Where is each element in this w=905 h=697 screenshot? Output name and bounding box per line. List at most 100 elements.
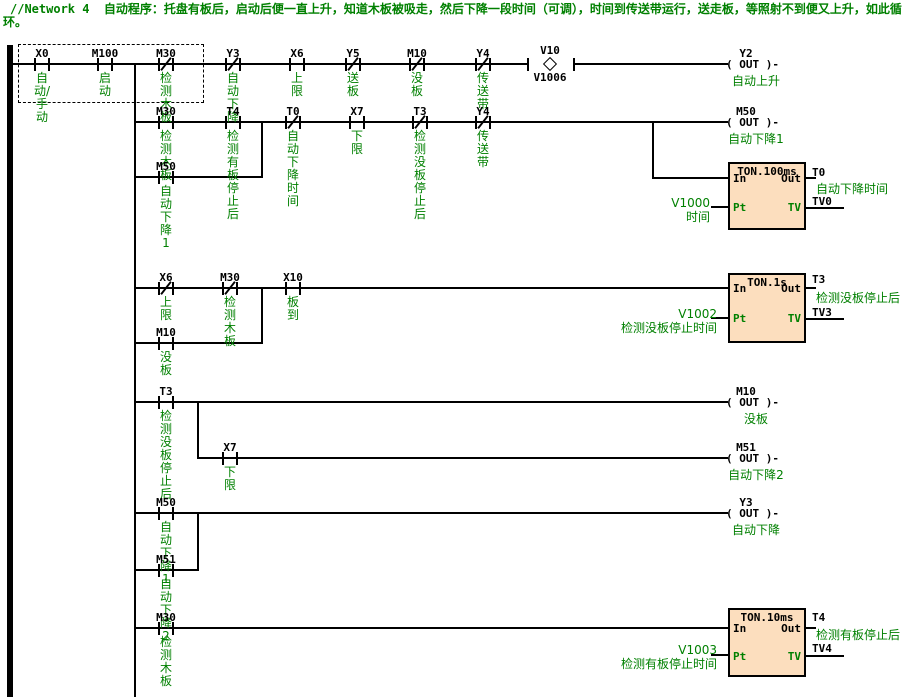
contact-address: T0 xyxy=(286,105,300,118)
contact-address: M30 xyxy=(156,105,176,118)
contact-bar xyxy=(172,337,174,350)
contact-bar xyxy=(285,116,287,129)
wire-rung5-branch xyxy=(135,569,198,571)
contact-bar xyxy=(158,507,160,520)
contact-comment: 没板 xyxy=(410,71,424,98)
timer1-pt-source-comment: 时间 xyxy=(685,210,710,224)
contact-bar xyxy=(363,116,365,129)
contact-address: Y5 xyxy=(346,47,360,60)
contact-bar xyxy=(172,564,174,577)
contact-comment: 自动/手动 xyxy=(33,71,51,124)
coil-comment: 自动下降2 xyxy=(728,468,784,482)
contact-address: M51 xyxy=(156,553,176,566)
contact-comment: 下限 xyxy=(350,129,364,156)
contact-address: M30 xyxy=(156,611,176,624)
timer-block-t0[interactable]: TON.100ms In Out Pt TV xyxy=(728,162,806,230)
contact-address: M10 xyxy=(156,326,176,339)
timer-title: TON.1s xyxy=(747,276,787,289)
contact-bar xyxy=(158,58,160,71)
wire-junction-rung5 xyxy=(197,512,199,571)
contact-bar xyxy=(423,58,425,71)
contact-bar xyxy=(172,282,174,295)
wire-timer1-in xyxy=(653,177,728,179)
contact-bar xyxy=(236,282,238,295)
timer1-tv-dest: TV0 xyxy=(812,195,832,208)
wire-timer3-tv xyxy=(806,655,844,657)
contact-bar xyxy=(158,337,160,350)
coil-comment: 没板 xyxy=(743,412,769,426)
contact-bar xyxy=(172,116,174,129)
wire-junction-rung4 xyxy=(197,401,199,459)
coil-symbol: ( OUT )- xyxy=(726,507,779,520)
wire-rung1-b xyxy=(574,63,728,65)
contact-bar xyxy=(359,58,361,71)
wire-rung4-branch xyxy=(198,457,728,459)
coil-address: M50 xyxy=(736,105,756,118)
contact-address: X10 xyxy=(283,271,303,284)
timer1-pt-source: V1000 xyxy=(671,196,710,210)
wire-timer1-pt xyxy=(711,206,728,208)
timer-block-t3[interactable]: TON.1s In Out Pt TV xyxy=(728,273,806,343)
contact-address: M50 xyxy=(156,496,176,509)
contact-bar xyxy=(222,282,224,295)
contact-bar xyxy=(158,171,160,184)
timer-in-pin: In xyxy=(733,172,747,185)
contact-bar xyxy=(97,58,99,71)
timer3-pt-source-comment: 检测有板停止时间 xyxy=(620,657,717,671)
contact-comment: 自动下降2 xyxy=(159,577,173,643)
timer-title: TON.100ms xyxy=(737,165,797,178)
contact-bar xyxy=(412,116,414,129)
contact-bar xyxy=(158,622,160,635)
contact-bar xyxy=(285,282,287,295)
contact-bar xyxy=(172,622,174,635)
contact-bar xyxy=(303,58,305,71)
timer-pt-pin: Pt xyxy=(733,650,747,663)
contact-comment: 检测木板 xyxy=(159,71,173,124)
contact-bar xyxy=(172,171,174,184)
timer1-out-dest: T0 xyxy=(812,166,826,179)
timer-out-pin: Out xyxy=(781,172,801,185)
timer2-out-dest-comment: 检测没板停止后 xyxy=(816,291,901,305)
contact-comment: 传送带 xyxy=(476,71,490,111)
wire-timer2-out xyxy=(806,287,816,289)
wire-timer2-tv xyxy=(806,318,844,320)
wire-junction-rung2 xyxy=(261,121,263,178)
network-comment-line1: //Network 4 自动程序：托盘有板后，启动后便一直上升，知道木板被吸走，… xyxy=(10,2,902,16)
selection-cursor xyxy=(18,44,204,103)
contact-address: T3 xyxy=(413,105,427,118)
timer-block-t4[interactable]: TON.10ms In Out Pt TV xyxy=(728,608,806,677)
contact-bar xyxy=(475,116,477,129)
timer3-pt-source: V1003 xyxy=(678,643,717,657)
contact-comment: 上限 xyxy=(290,71,304,98)
wire-rung1-a xyxy=(13,63,528,65)
timer2-tv-dest: TV3 xyxy=(812,306,832,319)
coil-comment: 自动下降 xyxy=(731,523,781,537)
contact-bar xyxy=(489,58,491,71)
timer2-pt-source-comment: 检测没板停止时间 xyxy=(620,321,717,335)
timer-pt-pin: Pt xyxy=(733,201,747,214)
contact-bar xyxy=(172,58,174,71)
wire-rung2-branch xyxy=(135,176,262,178)
contact-bar xyxy=(299,116,301,129)
coil-address: Y3 xyxy=(739,496,753,509)
timer-tv-pin: TV xyxy=(787,312,801,325)
coil-symbol: ( OUT )- xyxy=(726,396,779,409)
contact-address: X0 xyxy=(35,47,49,60)
contact-address: M30 xyxy=(156,47,176,60)
wire-timer1-tv xyxy=(806,207,844,209)
contact-bar xyxy=(225,58,227,71)
timer1-out-dest-comment: 自动下降时间 xyxy=(816,182,889,196)
timer2-out-dest: T3 xyxy=(812,273,826,286)
contact-bar xyxy=(299,282,301,295)
contact-comment: 检测没板 停止后 xyxy=(159,409,173,501)
timer3-out-dest-comment: 检测有板停止后 xyxy=(816,628,901,642)
timer-title: TON.10ms xyxy=(740,611,794,624)
contact-bar xyxy=(222,452,224,465)
wire-rung3 xyxy=(135,287,728,289)
contact-comment: 检测没板 停止后 xyxy=(413,129,427,221)
contact-bar xyxy=(489,116,491,129)
contact-comment: 板到 xyxy=(286,295,300,322)
wire-timer1-out xyxy=(806,177,816,179)
contact-comment: 启动 xyxy=(98,71,112,98)
